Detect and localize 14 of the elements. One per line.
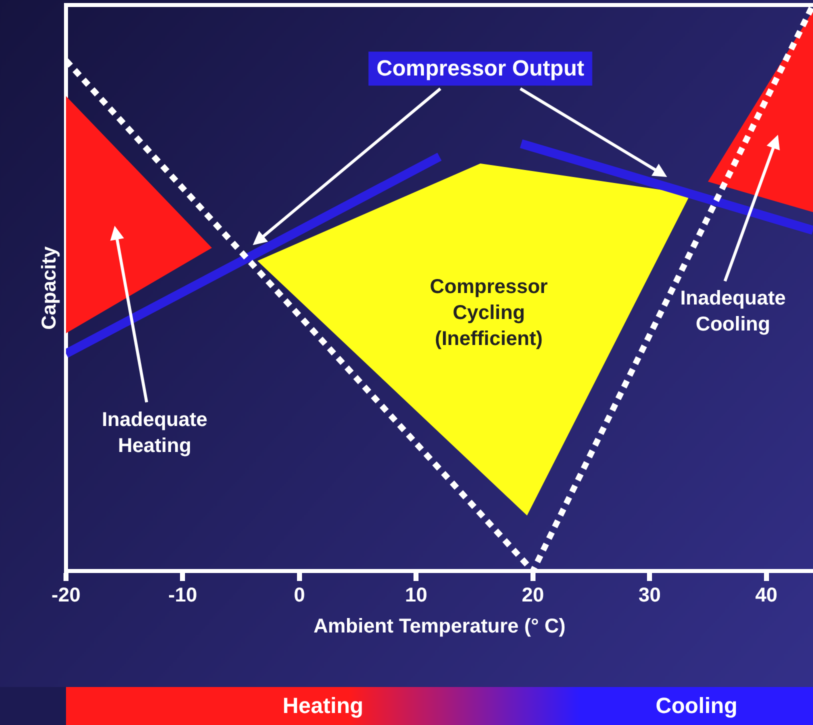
x-tick-label: -20 (52, 584, 80, 607)
annotation: Inadequate Heating (102, 408, 208, 457)
heating-cooling-strip: Heating Cooling (66, 687, 813, 725)
x-axis-title: Ambient Temperature (° C) (313, 616, 566, 638)
annotation: Inadequate Cooling (680, 288, 786, 336)
x-tick-label: 0 (294, 584, 305, 607)
y-axis-title: Capacity (38, 245, 61, 330)
x-tick-label: 30 (638, 584, 661, 607)
annotation: Compressor Cycling (Inefficient) (430, 276, 548, 350)
x-tick-label: -10 (168, 584, 198, 607)
x-tick-label: 40 (755, 584, 778, 607)
text: Compressor Output (376, 56, 585, 81)
x-tick-label: 20 (522, 584, 544, 607)
x-tick-label: 10 (405, 584, 428, 607)
